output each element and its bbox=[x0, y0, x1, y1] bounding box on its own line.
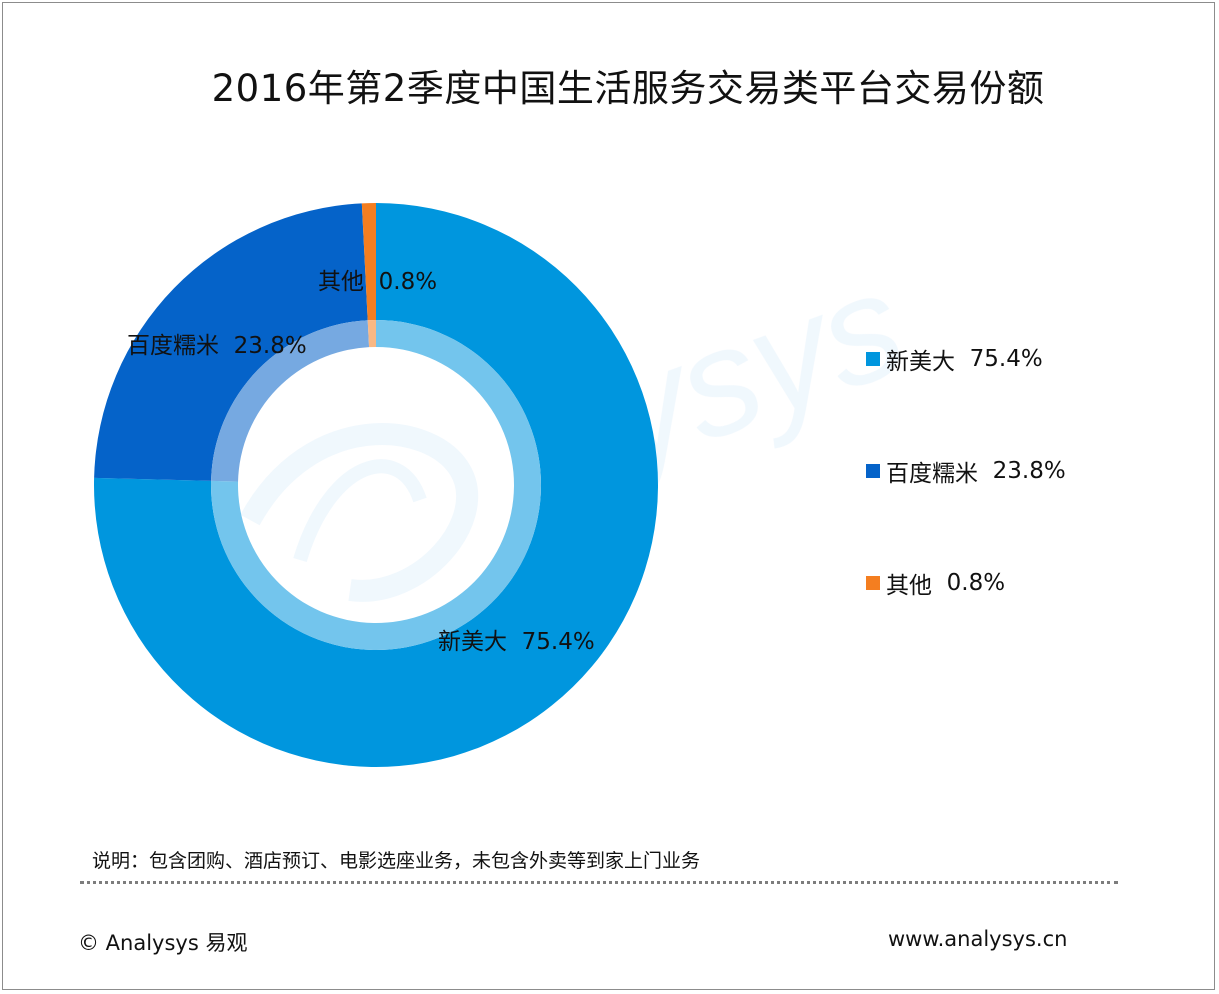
legend-swatch-other bbox=[866, 576, 880, 590]
footer-website: www.analysys.cn bbox=[888, 927, 1068, 951]
slice-xinmeida bbox=[94, 203, 658, 768]
slice-inner-ring-baidu-nuomi bbox=[211, 320, 370, 482]
dotted-divider bbox=[80, 881, 1118, 884]
legend-value: 75.4% bbox=[969, 346, 1043, 372]
chart-title: 2016年第2季度中国生活服务交易类平台交易份额 bbox=[211, 67, 1045, 110]
legend-label: 其他 bbox=[886, 573, 932, 599]
legend-label: 百度糯米 bbox=[886, 461, 978, 487]
slice-label-xinmeida: 新美大 75.4% bbox=[438, 629, 595, 655]
legend-item-xinmeida: 新美大 75.4% bbox=[866, 342, 1043, 376]
legend-swatch-xinmeida bbox=[866, 352, 880, 366]
slice-baidu-nuomi bbox=[94, 203, 368, 481]
legend-value: 23.8% bbox=[992, 458, 1066, 484]
legend-label: 新美大 bbox=[886, 349, 955, 375]
footnote: 说明：包含团购、酒店预订、电影选座业务，未包含外卖等到家上门业务 bbox=[92, 850, 701, 872]
slice-label-other: 其他 0.8% bbox=[318, 269, 438, 295]
slice-label-baidu-nuomi: 百度糯米 23.8% bbox=[127, 333, 307, 359]
legend-swatch-baidu-nuomi bbox=[866, 464, 880, 478]
legend-item-other: 其他 0.8% bbox=[866, 566, 1005, 600]
footer-copyright: © Analysys 易观 bbox=[78, 931, 248, 955]
slice-inner-ring-other bbox=[367, 320, 376, 348]
slice-other bbox=[361, 203, 376, 321]
legend-value: 0.8% bbox=[946, 570, 1006, 596]
legend-item-baidu-nuomi: 百度糯米 23.8% bbox=[866, 454, 1066, 488]
